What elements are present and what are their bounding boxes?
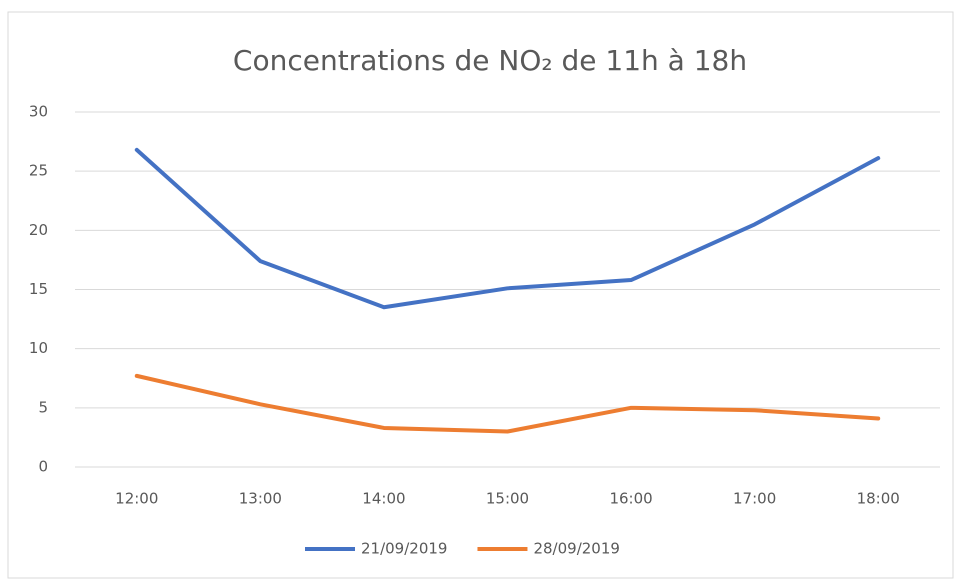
x-tick-label: 14:00 xyxy=(362,490,405,508)
y-tick-label: 10 xyxy=(29,339,48,357)
chart-title: Concentrations de NO₂ de 11h à 18h xyxy=(233,44,747,77)
x-tick-label: 15:00 xyxy=(486,490,529,508)
series-line xyxy=(134,373,881,434)
chart-border xyxy=(7,11,954,579)
y-tick-label: 20 xyxy=(29,221,48,239)
y-tick-label: 15 xyxy=(29,280,48,298)
legend-label: 21/09/2019 xyxy=(361,540,447,558)
x-tick-label: 18:00 xyxy=(857,490,900,508)
y-tick-label: 0 xyxy=(38,458,48,476)
legend-label: 28/09/2019 xyxy=(533,540,619,558)
series-line xyxy=(134,147,881,310)
x-tick-label: 17:00 xyxy=(733,490,776,508)
y-tick-label: 5 xyxy=(38,398,48,416)
y-tick-label: 25 xyxy=(29,162,48,180)
x-tick-label: 12:00 xyxy=(115,490,158,508)
x-tick-label: 13:00 xyxy=(239,490,282,508)
y-tick-label: 30 xyxy=(29,103,48,121)
x-tick-label: 16:00 xyxy=(609,490,652,508)
